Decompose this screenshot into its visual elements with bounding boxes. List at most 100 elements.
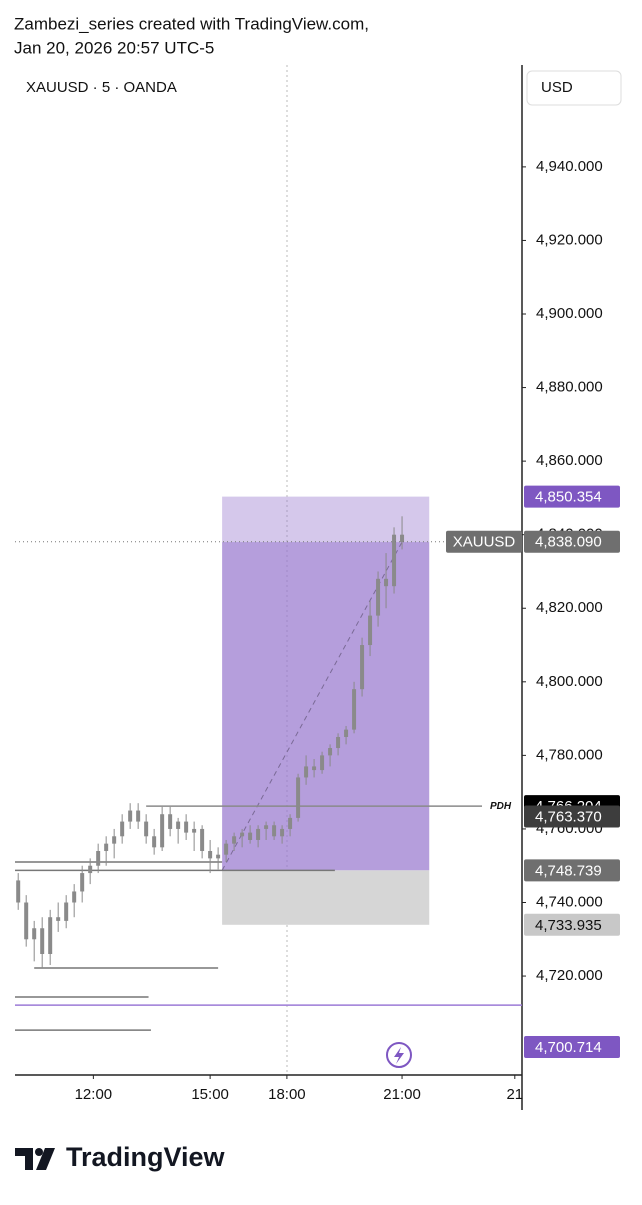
candle-body	[64, 902, 69, 921]
candle-body	[344, 729, 349, 737]
brand-logo	[15, 1148, 55, 1170]
candle-body	[352, 689, 357, 730]
x-tick-label: 21:00	[383, 1086, 421, 1103]
stop-zone	[222, 870, 430, 925]
candle	[352, 681, 357, 734]
y-tick-label: 4,800.000	[536, 673, 603, 690]
target-zone-upper	[222, 496, 430, 543]
candle-body	[168, 814, 173, 829]
candle	[16, 873, 21, 910]
candle	[160, 806, 165, 852]
candle-body	[48, 917, 53, 954]
price-label-box	[524, 530, 620, 553]
candle-body	[80, 873, 85, 892]
candle	[56, 902, 61, 932]
candle-body	[312, 766, 317, 771]
candle	[176, 817, 181, 844]
candle	[384, 553, 389, 609]
candle-body	[160, 814, 165, 848]
alert-icon[interactable]	[386, 1042, 412, 1068]
candle	[368, 600, 373, 657]
y-tick-label: 4,920.000	[536, 231, 603, 248]
candle-body	[336, 736, 341, 749]
header-line: Zambezi_series created with TradingView.…	[14, 14, 369, 33]
price-label-box	[524, 485, 620, 508]
candle	[312, 759, 317, 778]
candle	[232, 832, 237, 852]
candle-body	[128, 810, 133, 822]
candle	[296, 773, 301, 822]
candle-body	[16, 880, 21, 903]
candle	[184, 814, 189, 840]
price-tag: XAUUSD	[453, 534, 516, 551]
logo-dot	[35, 1148, 43, 1156]
y-tick-label: 4,860.000	[536, 452, 603, 469]
candle	[104, 836, 109, 866]
candle	[120, 814, 125, 844]
candle	[192, 821, 197, 852]
candle-body	[264, 825, 269, 829]
brand-name: TradingView	[66, 1142, 226, 1172]
price-label: 4,838.090	[535, 534, 602, 551]
candle	[152, 828, 157, 855]
candle	[344, 725, 349, 745]
candle-body	[376, 578, 381, 616]
x-tick-label: 21	[506, 1086, 523, 1103]
currency-button[interactable]	[526, 70, 622, 106]
alert-bolt	[394, 1047, 404, 1064]
candle-body	[392, 534, 397, 587]
target-zone	[222, 542, 430, 871]
candle-body	[224, 843, 229, 855]
candle-body	[120, 821, 125, 837]
candle-body	[384, 578, 389, 587]
price-tag-box	[446, 530, 522, 553]
candle	[128, 803, 133, 829]
candle-body	[192, 828, 197, 833]
price-label: 4,700.714	[535, 1039, 602, 1056]
candle-body	[56, 917, 61, 921]
candle-body	[32, 928, 37, 940]
candle-body	[104, 843, 109, 852]
candle-body	[272, 825, 277, 837]
candle-body	[208, 851, 213, 859]
candle	[360, 637, 365, 697]
candle	[216, 847, 221, 870]
candle	[32, 920, 37, 962]
y-tick-label: 4,740.000	[536, 893, 603, 910]
candle	[40, 917, 45, 969]
logo-shape	[36, 1148, 55, 1170]
candle	[288, 814, 293, 837]
candle-body	[288, 817, 293, 829]
candle	[328, 744, 333, 767]
candle	[264, 821, 269, 840]
candle	[48, 909, 53, 966]
candle-body	[304, 766, 309, 778]
candle-body	[152, 836, 157, 848]
price-label-box	[524, 1035, 620, 1058]
candle	[80, 865, 85, 903]
x-tick-label: 18:00	[268, 1086, 306, 1103]
header-line: Jan 20, 2026 20:57 UTC-5	[14, 38, 214, 57]
candle-body	[256, 828, 261, 840]
candle-body	[40, 928, 45, 954]
candle-body	[144, 821, 149, 837]
candle-body	[280, 828, 285, 837]
level-label: PDH	[490, 801, 512, 812]
candle	[336, 733, 341, 756]
candle	[392, 527, 397, 594]
y-tick-label: 4,900.000	[536, 305, 603, 322]
candle	[112, 828, 117, 859]
candle-body	[184, 821, 189, 833]
candle-body	[96, 851, 101, 866]
candle	[272, 821, 277, 840]
y-tick-label: 4,780.000	[536, 746, 603, 763]
y-tick-label: 4,820.000	[536, 599, 603, 616]
y-tick-label: 4,940.000	[536, 158, 603, 175]
candle	[320, 751, 325, 774]
candle	[64, 895, 69, 929]
candle-body	[248, 832, 253, 840]
candle	[224, 839, 229, 863]
candle-body	[88, 865, 93, 874]
